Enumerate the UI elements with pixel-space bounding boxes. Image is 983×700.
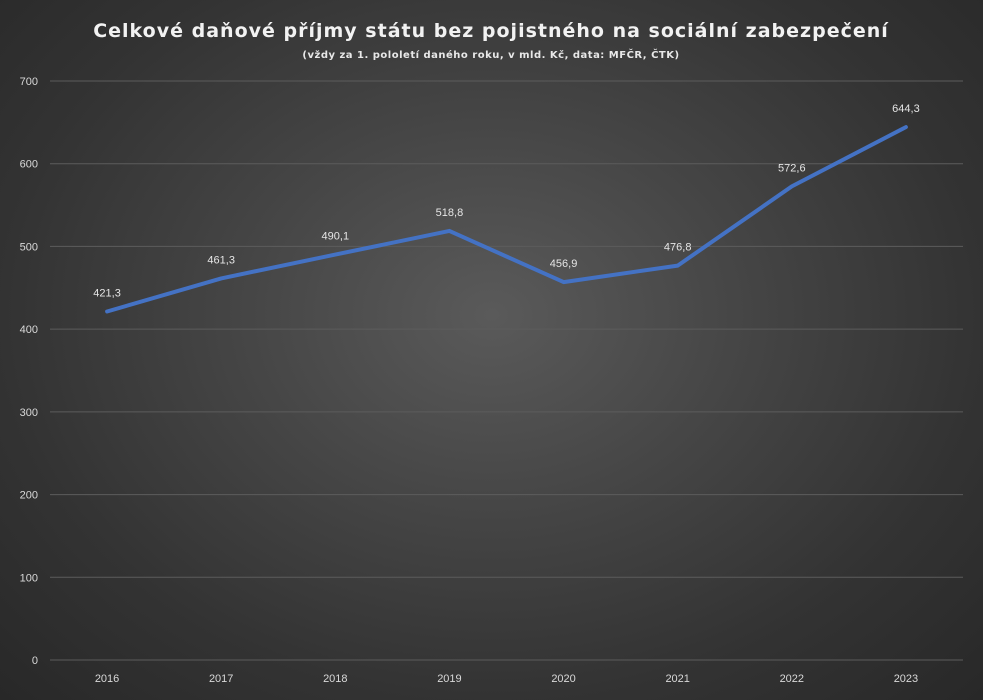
data-label: 518,8: [436, 207, 464, 219]
data-label: 456,9: [550, 258, 578, 270]
data-labels: 421,3 461,3 490,1 518,8 456,9 476,8 572,6 644,3: [93, 103, 919, 299]
data-label: 461,3: [207, 254, 235, 266]
y-axis-ticks: 0 100 200 300 400 500 600 700: [20, 76, 38, 667]
data-label: 421,3: [93, 288, 121, 300]
y-tick-label: 200: [20, 490, 38, 502]
y-tick-label: 500: [20, 241, 38, 253]
x-tick-label: 2018: [323, 673, 347, 685]
y-tick-label: 300: [20, 407, 38, 419]
data-label: 476,8: [664, 242, 692, 254]
y-tick-label: 700: [20, 76, 38, 88]
y-tick-label: 0: [32, 655, 38, 667]
x-tick-label: 2019: [437, 673, 461, 685]
x-tick-label: 2016: [95, 673, 119, 685]
x-tick-label: 2020: [551, 673, 575, 685]
y-tick-label: 400: [20, 324, 38, 336]
gridlines: [50, 80, 963, 661]
data-label: 572,6: [778, 162, 806, 174]
data-label: 644,3: [892, 103, 920, 115]
series-line: [105, 125, 908, 314]
chart-title: Celkové daňové příjmy státu bez pojistné…: [93, 20, 889, 42]
x-tick-label: 2023: [894, 673, 918, 685]
x-tick-label: 2022: [780, 673, 804, 685]
y-tick-label: 100: [20, 572, 38, 584]
data-label: 490,1: [322, 231, 350, 243]
y-tick-label: 600: [20, 159, 38, 171]
x-axis-ticks: 2016 2017 2018 2019 2020 2021 2022 2023: [95, 673, 918, 685]
x-tick-label: 2021: [665, 673, 689, 685]
x-tick-label: 2017: [209, 673, 233, 685]
chart-subtitle: (vždy za 1. pololetí daného roku, v mld.…: [302, 48, 679, 61]
